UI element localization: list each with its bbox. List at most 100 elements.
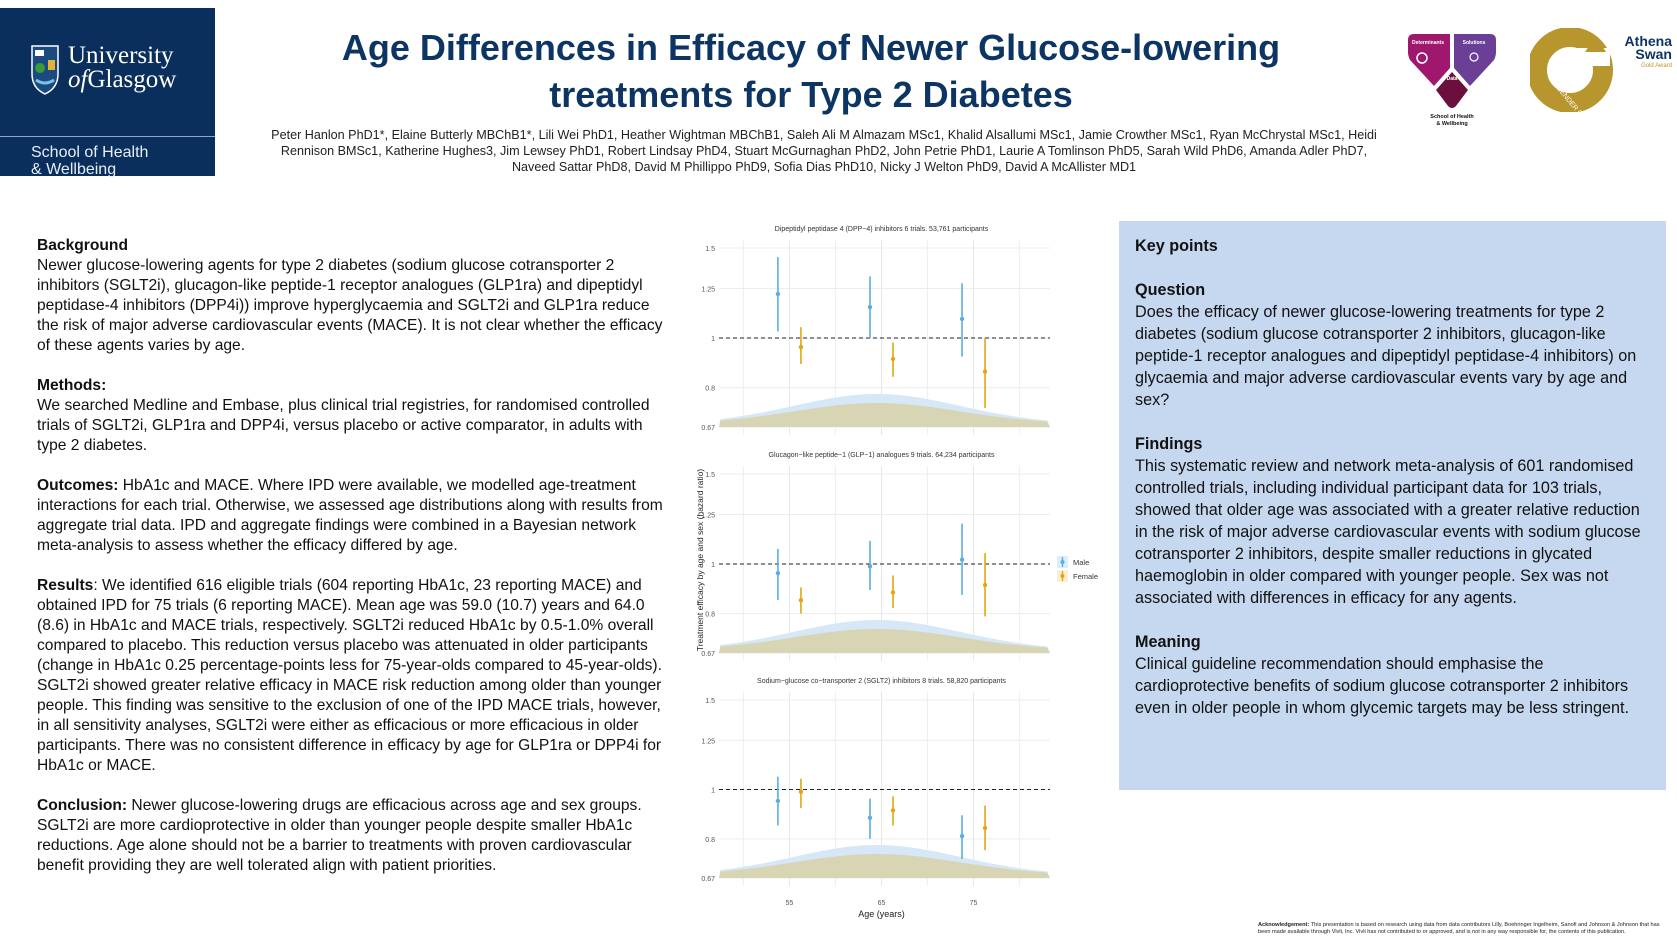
logo-line-glasgow: Glasgow bbox=[87, 66, 177, 93]
chart-panel-3: 1.5 1.25 1 0.8 0.67 Sodium−glucose co−transpo… bbox=[701, 678, 1050, 886]
school-line-1: School of Health bbox=[31, 144, 149, 161]
abstract-column: Background Newer glucose-lowering agents … bbox=[37, 236, 673, 896]
question-text: Does the efficacy of newer glucose-lower… bbox=[1135, 303, 1637, 409]
forest-plot-figure: 1.5 1.25 1 0.8 0.67 Dipeptidyl peptidase 4 (D… bbox=[695, 226, 1098, 919]
legend-key-point bbox=[1060, 560, 1065, 564]
point-male bbox=[959, 557, 965, 562]
gears-icon bbox=[1416, 52, 1428, 64]
athena-text: Athena bbox=[1625, 33, 1673, 49]
legend-label-male: Male bbox=[1073, 558, 1089, 567]
density-female bbox=[719, 629, 1050, 653]
results-heading: Results bbox=[37, 577, 94, 594]
conclusion-text: Newer glucose-lowering drugs are efficac… bbox=[37, 797, 642, 874]
point-female bbox=[982, 369, 988, 374]
athena-swan-logo: GENDER CHARTER Athena Swan Gold Award bbox=[1530, 28, 1673, 112]
point-male bbox=[775, 570, 781, 576]
background-text: Newer glucose-lowering agents for type 2… bbox=[37, 257, 663, 354]
findings-heading: Findings bbox=[1135, 435, 1203, 453]
meaning-heading: Meaning bbox=[1135, 633, 1201, 651]
x-axis-label: Age (years) bbox=[858, 909, 905, 919]
y-tick-label: 1.5 bbox=[705, 698, 715, 705]
school-health-wellbeing-logo: Determinants Solutions Data School of He… bbox=[1408, 34, 1496, 127]
outcomes-section: Outcomes: HbA1c and MACE. Where IPD were… bbox=[37, 476, 673, 556]
shw-data: Data bbox=[1447, 76, 1458, 82]
point-male bbox=[867, 564, 873, 569]
density-female bbox=[719, 854, 1050, 878]
background-section: Background Newer glucose-lowering agents … bbox=[37, 236, 673, 356]
title-line-2: treatments for Type 2 Diabetes bbox=[549, 74, 1073, 115]
logo-of: of bbox=[68, 66, 88, 93]
y-tick-label: 0.8 bbox=[705, 386, 715, 393]
point-female bbox=[982, 825, 988, 831]
point-male bbox=[867, 304, 873, 310]
methods-text: We searched Medline and Embase, plus cli… bbox=[37, 397, 650, 454]
y-tick-label: 1.25 bbox=[701, 286, 715, 293]
point-male bbox=[959, 316, 965, 322]
y-axis-label: Treatment efficacy by age and sex (hazar… bbox=[695, 469, 705, 652]
y-tick-label: 1.25 bbox=[701, 738, 715, 745]
conclusion-heading: Conclusion: bbox=[37, 797, 128, 814]
key-points-heading: Key points bbox=[1135, 237, 1218, 255]
y-tick-label: 0.67 bbox=[701, 651, 715, 658]
question-section: Question Does the efficacy of newer gluco… bbox=[1135, 279, 1650, 411]
meaning-section: Meaning Clinical guideline recommendation… bbox=[1135, 631, 1650, 719]
point-female bbox=[798, 344, 804, 350]
y-tick-label: 1.25 bbox=[701, 512, 715, 519]
x-tick-label: 55 bbox=[786, 900, 794, 907]
point-female bbox=[890, 590, 896, 595]
title-line-1: Age Differences in Efficacy of Newer Glu… bbox=[341, 27, 1281, 68]
shw-solutions: Solutions bbox=[1463, 40, 1486, 46]
gold-award-text: Gold Award bbox=[1641, 63, 1672, 69]
background-heading: Background bbox=[37, 237, 128, 254]
poster-title: Age Differences in Efficacy of Newer Glu… bbox=[300, 24, 1322, 118]
chart-panel-1: 1.5 1.25 1 0.8 0.67 Dipeptidyl peptidase 4 (D… bbox=[701, 226, 1050, 435]
y-tick-label: 1.5 bbox=[705, 246, 715, 253]
school-line-2: & Wellbeing bbox=[31, 161, 117, 178]
point-female bbox=[798, 789, 804, 794]
chart-title: Dipeptidyl peptidase 4 (DPP−4) inhibitor… bbox=[775, 226, 989, 233]
point-female bbox=[890, 808, 896, 813]
x-tick-label: 75 bbox=[970, 900, 978, 907]
acknowledgement: Acknowledgement: This presentation is ba… bbox=[1258, 922, 1668, 936]
question-heading: Question bbox=[1135, 281, 1206, 299]
point-male bbox=[867, 815, 873, 820]
university-of-glasgow-logo: University ofGlasgow School of Health & We… bbox=[0, 8, 215, 178]
shw-caption-1: School of Health bbox=[1430, 114, 1474, 120]
legend-key-point bbox=[1060, 574, 1065, 578]
y-tick-label: 0.8 bbox=[705, 837, 715, 844]
chart-title: Sodium−glucose co−transporter 2 (SGLT2) … bbox=[757, 678, 1006, 685]
y-tick-label: 0.8 bbox=[705, 612, 715, 619]
point-female bbox=[890, 356, 896, 362]
y-tick-label: 0.67 bbox=[701, 876, 715, 883]
findings-section: Findings This systematic review and netwo… bbox=[1135, 433, 1650, 609]
findings-text: This systematic review and network meta-… bbox=[1135, 457, 1641, 607]
crest-icon bbox=[31, 45, 59, 95]
point-male bbox=[775, 291, 781, 297]
y-tick-label: 0.67 bbox=[701, 425, 715, 432]
methods-section: Methods: We searched Medline and Embase, … bbox=[37, 376, 673, 456]
point-male bbox=[959, 833, 965, 839]
y-tick-label: 1 bbox=[711, 788, 715, 795]
density-female bbox=[719, 403, 1050, 427]
point-male bbox=[775, 798, 781, 804]
lightbulb-icon bbox=[1469, 52, 1479, 62]
shw-caption-2: & Wellbeing bbox=[1436, 121, 1467, 127]
results-text: : We identified 616 eligible trials (604… bbox=[37, 577, 662, 774]
chart-title: Glucagon−like peptide−1 (GLP−1) analogue… bbox=[769, 452, 995, 459]
logo-line-university: University bbox=[68, 42, 174, 69]
point-female bbox=[982, 582, 988, 588]
swan-text: Swan bbox=[1635, 46, 1672, 62]
x-tick-label: 65 bbox=[878, 900, 886, 907]
methods-heading: Methods: bbox=[37, 377, 107, 394]
acknowledgement-text: This presentation is based on research u… bbox=[1258, 922, 1660, 935]
y-tick-label: 1 bbox=[711, 562, 715, 569]
key-points-box: Key points Question Does the efficacy of … bbox=[1119, 221, 1666, 790]
chart-panel-2: 1.5 1.25 1 0.8 0.67 Glucagon−like peptide−1 (… bbox=[701, 452, 1050, 661]
legend-label-female: Female bbox=[1073, 572, 1098, 581]
outcomes-heading: Outcomes: bbox=[37, 477, 119, 494]
y-tick-label: 1 bbox=[711, 336, 715, 343]
point-female bbox=[798, 597, 804, 603]
conclusion-section: Conclusion: Newer glucose-lowering drugs… bbox=[37, 796, 673, 876]
shw-determinants: Determinants bbox=[1412, 40, 1444, 46]
author-list: Peter Hanlon PhD1*, Elaine Butterly MBCh… bbox=[271, 128, 1377, 174]
